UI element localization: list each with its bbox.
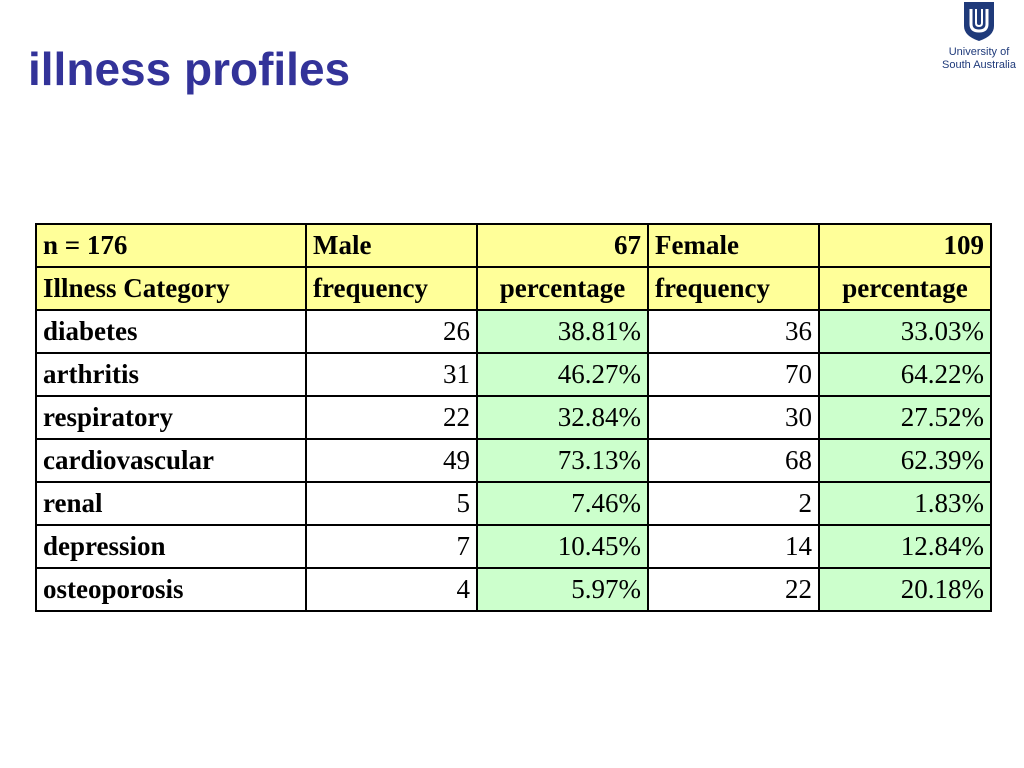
male-frequency-cell: 49 xyxy=(305,438,478,483)
table-row: arthritis 31 46.27% 70 64.22% xyxy=(35,352,992,397)
male-frequency-cell: 26 xyxy=(305,309,478,354)
female-frequency-cell: 14 xyxy=(647,524,820,569)
university-shield-icon xyxy=(964,2,994,41)
female-percentage-cell: 27.52% xyxy=(818,395,992,440)
male-count-cell: 67 xyxy=(476,223,649,268)
male-percentage-cell: 38.81% xyxy=(476,309,649,354)
logo-line-1: University of xyxy=(948,46,1010,58)
table-row: diabetes 26 38.81% 36 33.03% xyxy=(35,309,992,354)
female-percentage-cell: 62.39% xyxy=(818,438,992,483)
female-percentage-cell: 20.18% xyxy=(818,567,992,612)
male-percentage-cell: 32.84% xyxy=(476,395,649,440)
category-cell: respiratory xyxy=(35,395,307,440)
table-row: depression 7 10.45% 14 12.84% xyxy=(35,524,992,569)
category-cell: renal xyxy=(35,481,307,526)
male-frequency-cell: 4 xyxy=(305,567,478,612)
logo-line-2: South Australia xyxy=(942,59,1016,71)
header-row-totals: n = 176 Male 67 Female 109 xyxy=(35,223,992,268)
female-count-cell: 109 xyxy=(818,223,992,268)
table-row: osteoporosis 4 5.97% 22 20.18% xyxy=(35,567,992,612)
female-frequency-cell: 30 xyxy=(647,395,820,440)
column-header-category: Illness Category xyxy=(35,266,307,311)
page-title: illness profiles xyxy=(28,43,351,95)
female-frequency-cell: 68 xyxy=(647,438,820,483)
male-frequency-cell: 22 xyxy=(305,395,478,440)
sample-size-cell: n = 176 xyxy=(35,223,307,268)
female-frequency-cell: 70 xyxy=(647,352,820,397)
male-percentage-cell: 7.46% xyxy=(476,481,649,526)
female-frequency-cell: 2 xyxy=(647,481,820,526)
table-row: cardiovascular 49 73.13% 68 62.39% xyxy=(35,438,992,483)
female-percentage-cell: 12.84% xyxy=(818,524,992,569)
female-percentage-cell: 1.83% xyxy=(818,481,992,526)
female-frequency-cell: 36 xyxy=(647,309,820,354)
category-cell: depression xyxy=(35,524,307,569)
category-cell: diabetes xyxy=(35,309,307,354)
column-header-female-percentage: percentage xyxy=(818,266,992,311)
male-percentage-cell: 5.97% xyxy=(476,567,649,612)
male-label-cell: Male xyxy=(305,223,478,268)
header-row-columns: Illness Category frequency percentage fr… xyxy=(35,266,992,311)
male-percentage-cell: 46.27% xyxy=(476,352,649,397)
male-percentage-cell: 73.13% xyxy=(476,438,649,483)
female-label-cell: Female xyxy=(647,223,820,268)
male-frequency-cell: 31 xyxy=(305,352,478,397)
male-frequency-cell: 5 xyxy=(305,481,478,526)
category-cell: arthritis xyxy=(35,352,307,397)
female-percentage-cell: 64.22% xyxy=(818,352,992,397)
column-header-male-percentage: percentage xyxy=(476,266,649,311)
column-header-female-frequency: frequency xyxy=(647,266,820,311)
table-row: renal 5 7.46% 2 1.83% xyxy=(35,481,992,526)
category-cell: osteoporosis xyxy=(35,567,307,612)
illness-table: n = 176 Male 67 Female 109 Illness Categ… xyxy=(35,223,992,612)
table-row: respiratory 22 32.84% 30 27.52% xyxy=(35,395,992,440)
female-percentage-cell: 33.03% xyxy=(818,309,992,354)
column-header-male-frequency: frequency xyxy=(305,266,478,311)
category-cell: cardiovascular xyxy=(35,438,307,483)
female-frequency-cell: 22 xyxy=(647,567,820,612)
male-frequency-cell: 7 xyxy=(305,524,478,569)
male-percentage-cell: 10.45% xyxy=(476,524,649,569)
university-logo: University of South Australia xyxy=(934,0,1024,80)
